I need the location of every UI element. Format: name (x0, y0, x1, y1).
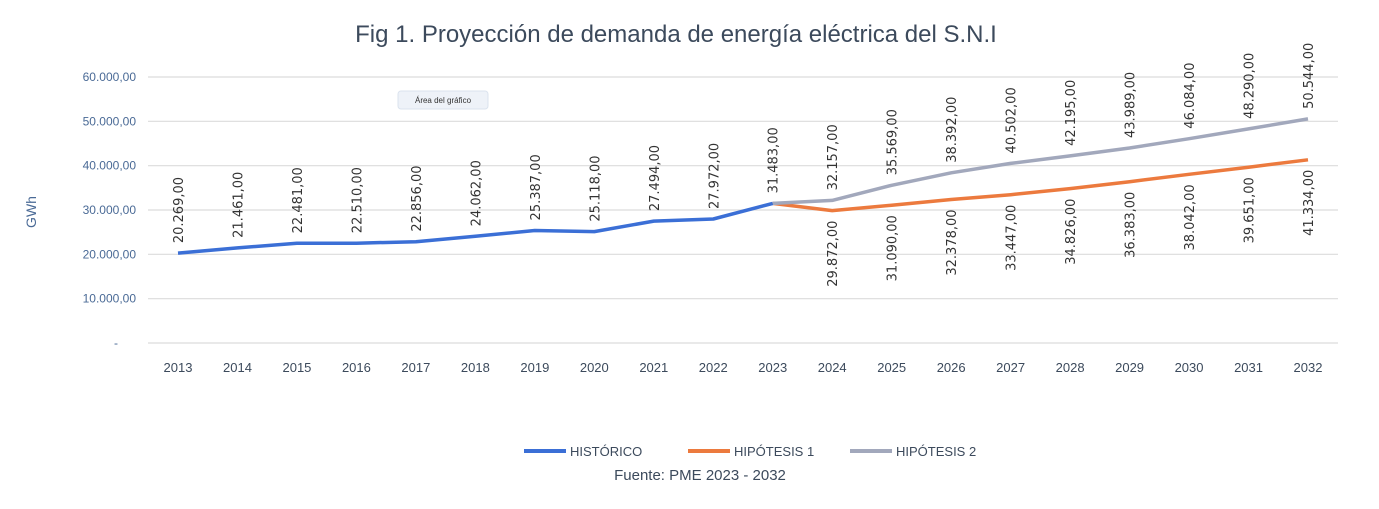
x-tick-label: 2029 (1115, 360, 1144, 375)
legend-item: HISTÓRICO (524, 444, 642, 459)
data-label: 38.042,00 (1183, 184, 1198, 250)
x-tick-label: 2015 (282, 360, 311, 375)
data-label: 22.481,00 (291, 167, 306, 233)
data-label: 34.826,00 (1064, 199, 1079, 265)
legend-label: HIPÓTESIS 2 (896, 444, 976, 459)
data-label: 48.290,00 (1243, 53, 1258, 119)
data-label: 29.872,00 (826, 221, 841, 287)
data-label: 50.544,00 (1302, 43, 1317, 109)
x-tick-label: 2016 (342, 360, 371, 375)
data-label: 35.569,00 (886, 109, 901, 175)
data-label: 36.383,00 (1124, 192, 1139, 258)
y-tick-label: 20.000,00 (83, 247, 137, 261)
y-axis-label: GWh (23, 196, 39, 228)
data-label: 31.090,00 (886, 215, 901, 281)
x-tick-label: 2028 (1056, 360, 1085, 375)
y-tick-label: 10.000,00 (83, 292, 137, 306)
legend-item: HIPÓTESIS 2 (850, 444, 976, 459)
data-label: 40.502,00 (1005, 87, 1020, 153)
tooltip-text: Área del gráfico (415, 96, 472, 105)
y-tick-label: 40.000,00 (83, 159, 137, 173)
data-label: 39.651,00 (1243, 177, 1258, 243)
y-tick-label: 50.000,00 (83, 114, 137, 128)
series-line-hip-tesis-2 (772, 117, 1309, 206)
x-tick-label: 2017 (401, 360, 430, 375)
x-tick-label: 2021 (639, 360, 668, 375)
data-label: 42.195,00 (1064, 80, 1079, 146)
source-note: Fuente: PME 2023 - 2032 (614, 467, 786, 484)
x-tick-label: 2019 (520, 360, 549, 375)
x-tick-label: 2030 (1175, 360, 1204, 375)
data-label: 38.392,00 (945, 97, 960, 163)
x-tick-label: 2018 (461, 360, 490, 375)
data-label: 32.378,00 (945, 209, 960, 275)
data-label: 25.118,00 (588, 155, 603, 221)
legend-label: HIPÓTESIS 1 (734, 444, 814, 459)
x-tick-label: 2032 (1294, 360, 1323, 375)
data-label: 33.447,00 (1005, 205, 1020, 271)
x-tick-label: 2024 (818, 360, 847, 375)
x-tick-label: 2020 (580, 360, 609, 375)
x-tick-label: 2014 (223, 360, 252, 375)
y-tick-label: 60.000,00 (83, 70, 137, 84)
x-tick-label: 2026 (937, 360, 966, 375)
data-label: 21.461,00 (231, 172, 246, 238)
data-label: 43.989,00 (1124, 72, 1139, 138)
data-label: 20.269,00 (172, 177, 187, 243)
data-label: 24.062,00 (469, 160, 484, 226)
data-label: 41.334,00 (1302, 170, 1317, 236)
x-tick-label: 2025 (877, 360, 906, 375)
data-label: 27.494,00 (648, 145, 663, 211)
chart-area-tooltip: Área del gráfico (397, 90, 489, 110)
y-tick-label: 30.000,00 (83, 203, 137, 217)
data-label: 46.084,00 (1183, 63, 1198, 129)
data-label: 22.510,00 (350, 167, 365, 233)
data-label: 25.387,00 (529, 154, 544, 220)
x-tick-label: 2027 (996, 360, 1025, 375)
legend-label: HISTÓRICO (570, 444, 642, 459)
data-label: 31.483,00 (767, 127, 782, 193)
legend-item: HIPÓTESIS 1 (688, 444, 814, 459)
x-tick-label: 2022 (699, 360, 728, 375)
data-label: 27.972,00 (707, 143, 722, 209)
y-tick-label: - (114, 336, 118, 350)
series-line-hip-tesis-1 (772, 158, 1309, 213)
x-tick-label: 2031 (1234, 360, 1263, 375)
x-tick-label: 2013 (164, 360, 193, 375)
data-label: 22.856,00 (410, 165, 425, 231)
series-line-hist-rico (177, 201, 774, 255)
x-tick-label: 2023 (758, 360, 787, 375)
data-label: 32.157,00 (826, 124, 841, 190)
chart-title: Fig 1. Proyección de demanda de energía … (355, 21, 997, 48)
